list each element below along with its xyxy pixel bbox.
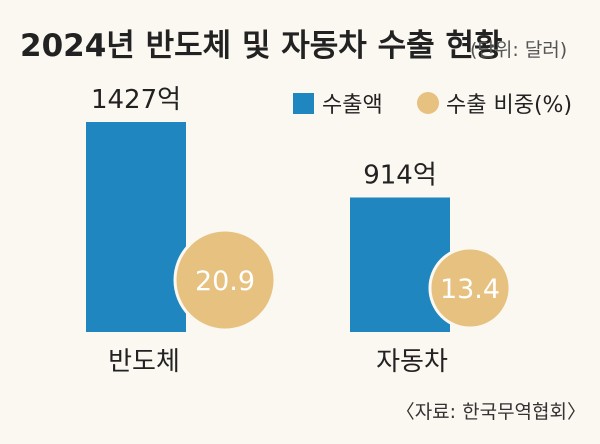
legend-circle-label: 수출 비중(%) <box>446 93 572 118</box>
category-label-semiconductor: 반도체 <box>108 347 180 377</box>
bar-semiconductor <box>86 122 186 332</box>
bar-value-label-automobile: 914억 <box>363 160 437 190</box>
chart-unit: (단위: 달러) <box>470 39 567 61</box>
share-circle-automobile <box>428 246 512 330</box>
share-value-label-automobile: 13.4 <box>440 274 500 305</box>
source-note: 〈자료: 한국무역협회〉 <box>396 401 586 423</box>
bar-automobile <box>350 197 450 332</box>
legend-circle-swatch <box>417 92 439 114</box>
chart-title: 2024년 반도체 및 자동차 수출 현황 <box>20 28 502 64</box>
category-label-automobile: 자동차 <box>376 347 448 377</box>
legend-bar-label: 수출액 <box>322 93 383 118</box>
share-circle-semiconductor <box>173 228 277 332</box>
bar-value-label-semiconductor: 1427억 <box>91 85 181 115</box>
share-value-label-semiconductor: 20.9 <box>195 266 255 297</box>
legend-bar-swatch <box>293 93 314 114</box>
